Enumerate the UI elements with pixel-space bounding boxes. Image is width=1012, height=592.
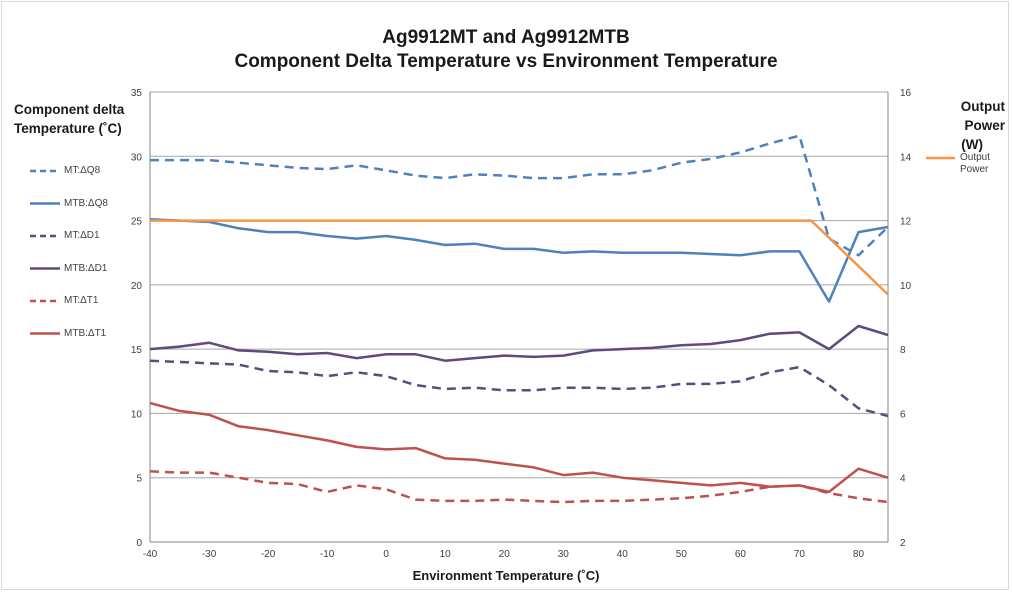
chart-title: Ag9912MT and Ag9912MTB bbox=[382, 27, 630, 48]
y-axis-title-line-2: Temperature (˚C) bbox=[14, 121, 122, 136]
y2-axis-title-line-1: Output Power bbox=[960, 99, 1005, 133]
series-line-mtb-q8 bbox=[149, 218, 889, 303]
y-tick-label: 0 bbox=[136, 538, 142, 549]
y2-tick-label: 8 bbox=[900, 345, 906, 356]
x-tick-label: 40 bbox=[617, 549, 629, 560]
legend-label: MTB:ΔD1 bbox=[64, 262, 108, 274]
y2-tick-label: 14 bbox=[900, 152, 912, 163]
y2-tick-label: 16 bbox=[900, 88, 912, 99]
x-tick-label: 50 bbox=[676, 549, 688, 560]
y2-tick-label: 6 bbox=[900, 409, 906, 420]
x-tick-label: -20 bbox=[261, 549, 276, 560]
series-line-mt-d1 bbox=[149, 359, 889, 418]
y-tick-label: 35 bbox=[131, 88, 143, 99]
y-tick-label: 10 bbox=[131, 409, 143, 420]
x-tick-label: 20 bbox=[499, 549, 511, 560]
legend-label: MTB:ΔT1 bbox=[64, 327, 107, 339]
legend-label: Output Power bbox=[960, 152, 991, 175]
y-tick-label: 20 bbox=[131, 281, 143, 292]
x-tick-label: -40 bbox=[143, 549, 158, 560]
x-tick-label: 80 bbox=[853, 549, 865, 560]
legend-label: MT:ΔT1 bbox=[64, 295, 99, 306]
y-tick-label: 30 bbox=[131, 152, 143, 163]
y-axis-title-line-1: Component delta bbox=[14, 102, 125, 117]
y2-axis-title: Output Power (W) bbox=[925, 97, 1005, 154]
x-tick-label: -30 bbox=[202, 549, 217, 560]
legend-label: MT:ΔQ8 bbox=[64, 165, 101, 176]
series-line-mt-q8 bbox=[150, 134, 889, 257]
series-line-output-power bbox=[150, 219, 889, 296]
legend-label: MTB:ΔQ8 bbox=[64, 197, 108, 209]
y2-tick-label: 10 bbox=[900, 281, 912, 292]
x-tick-label: -10 bbox=[320, 549, 335, 560]
x-tick-label: 70 bbox=[794, 549, 806, 560]
y-axis-title: Component delta Temperature (˚C) bbox=[14, 100, 124, 138]
y-tick-label: 5 bbox=[136, 474, 142, 485]
series-line-mtb-t1 bbox=[149, 401, 889, 494]
chart-subtitle: Component Delta Temperature vs Environme… bbox=[234, 51, 778, 72]
x-axis-title: Environment Temperature (˚C) bbox=[412, 568, 600, 583]
series-line-mt-t1 bbox=[149, 470, 889, 504]
x-tick-label: 10 bbox=[440, 549, 452, 560]
y-tick-label: 15 bbox=[131, 345, 143, 356]
x-tick-label: 30 bbox=[558, 549, 570, 560]
y-tick-label: 25 bbox=[131, 217, 143, 228]
y2-axis-title-line-2: (W) bbox=[961, 137, 983, 152]
y2-tick-label: 4 bbox=[900, 474, 906, 485]
series-line-mtb-d1 bbox=[149, 324, 889, 362]
x-tick-label: 0 bbox=[383, 549, 389, 560]
y2-tick-label: 2 bbox=[900, 538, 906, 549]
legend-label: MT:ΔD1 bbox=[64, 230, 100, 241]
y2-tick-label: 12 bbox=[900, 217, 912, 228]
x-tick-label: 60 bbox=[735, 549, 747, 560]
